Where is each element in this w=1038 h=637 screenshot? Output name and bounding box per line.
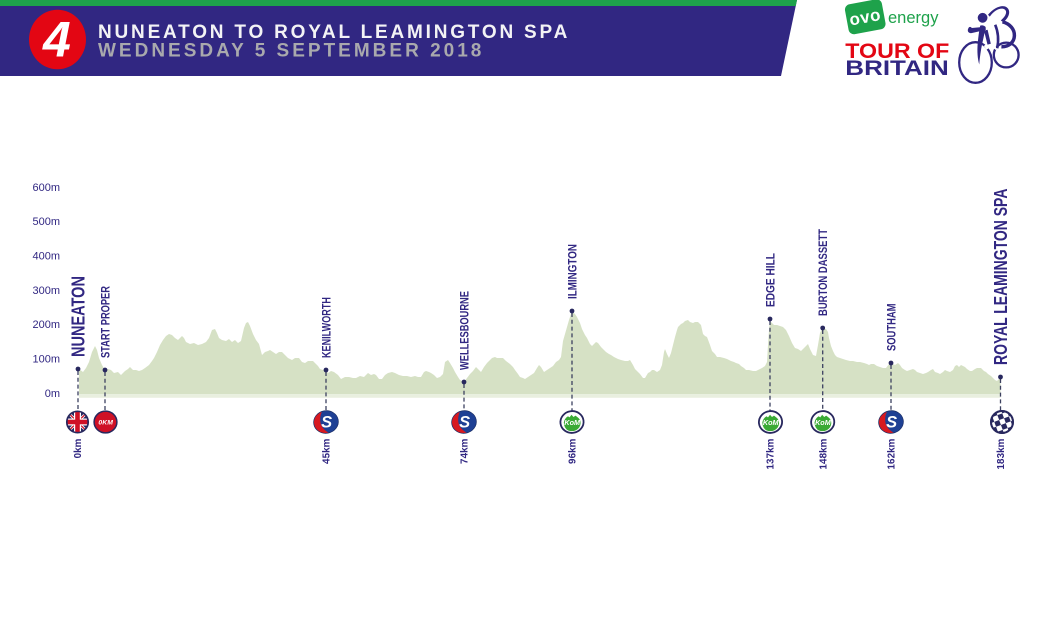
svg-text:500m: 500m — [32, 216, 60, 228]
svg-text:START PROPER: START PROPER — [99, 286, 112, 358]
svg-text:EDGE HILL: EDGE HILL — [765, 253, 778, 307]
svg-text:74km: 74km — [460, 438, 471, 464]
svg-text:183km: 183km — [996, 438, 1007, 469]
svg-text:KoM: KoM — [815, 418, 832, 427]
svg-text:NUNEATON: NUNEATON — [68, 276, 89, 357]
svg-text:SOUTHAM: SOUTHAM — [885, 304, 898, 351]
svg-text:KoM: KoM — [763, 418, 780, 427]
svg-text:162km: 162km — [887, 438, 898, 469]
svg-text:NUNEATON TO ROYAL LEAMINGTON S: NUNEATON TO ROYAL LEAMINGTON SPA — [98, 22, 570, 43]
svg-text:TOUR OF: TOUR OF — [845, 39, 949, 63]
svg-text:S: S — [321, 414, 332, 432]
svg-text:300m: 300m — [32, 285, 60, 297]
svg-text:energy: energy — [888, 9, 939, 27]
svg-text:96km: 96km — [568, 438, 579, 464]
svg-text:BRITAIN: BRITAIN — [845, 57, 948, 80]
svg-text:200m: 200m — [32, 319, 60, 331]
svg-text:0m: 0m — [45, 388, 60, 400]
svg-text:BURTON DASSETT: BURTON DASSETT — [817, 229, 830, 316]
svg-text:0km: 0km — [73, 438, 84, 458]
svg-text:148km: 148km — [818, 438, 829, 469]
svg-text:400m: 400m — [32, 251, 60, 263]
svg-text:WELLESBOURNE: WELLESBOURNE — [458, 291, 471, 370]
svg-text:4: 4 — [42, 12, 71, 68]
svg-text:ILMINGTON: ILMINGTON — [566, 244, 579, 299]
svg-text:0KM: 0KM — [98, 420, 113, 427]
svg-text:KoM: KoM — [564, 418, 581, 427]
svg-text:100m: 100m — [32, 354, 60, 366]
svg-text:S: S — [886, 414, 897, 432]
svg-text:137km: 137km — [766, 438, 777, 469]
svg-text:WEDNESDAY 5 SEPTEMBER 2018: WEDNESDAY 5 SEPTEMBER 2018 — [98, 40, 484, 61]
svg-text:600m: 600m — [32, 182, 60, 194]
svg-text:KENILWORTH: KENILWORTH — [320, 297, 334, 358]
svg-text:S: S — [459, 414, 470, 432]
svg-text:45km: 45km — [322, 438, 333, 464]
svg-text:ROYAL LEAMINGTON SPA: ROYAL LEAMINGTON SPA — [991, 188, 1011, 365]
